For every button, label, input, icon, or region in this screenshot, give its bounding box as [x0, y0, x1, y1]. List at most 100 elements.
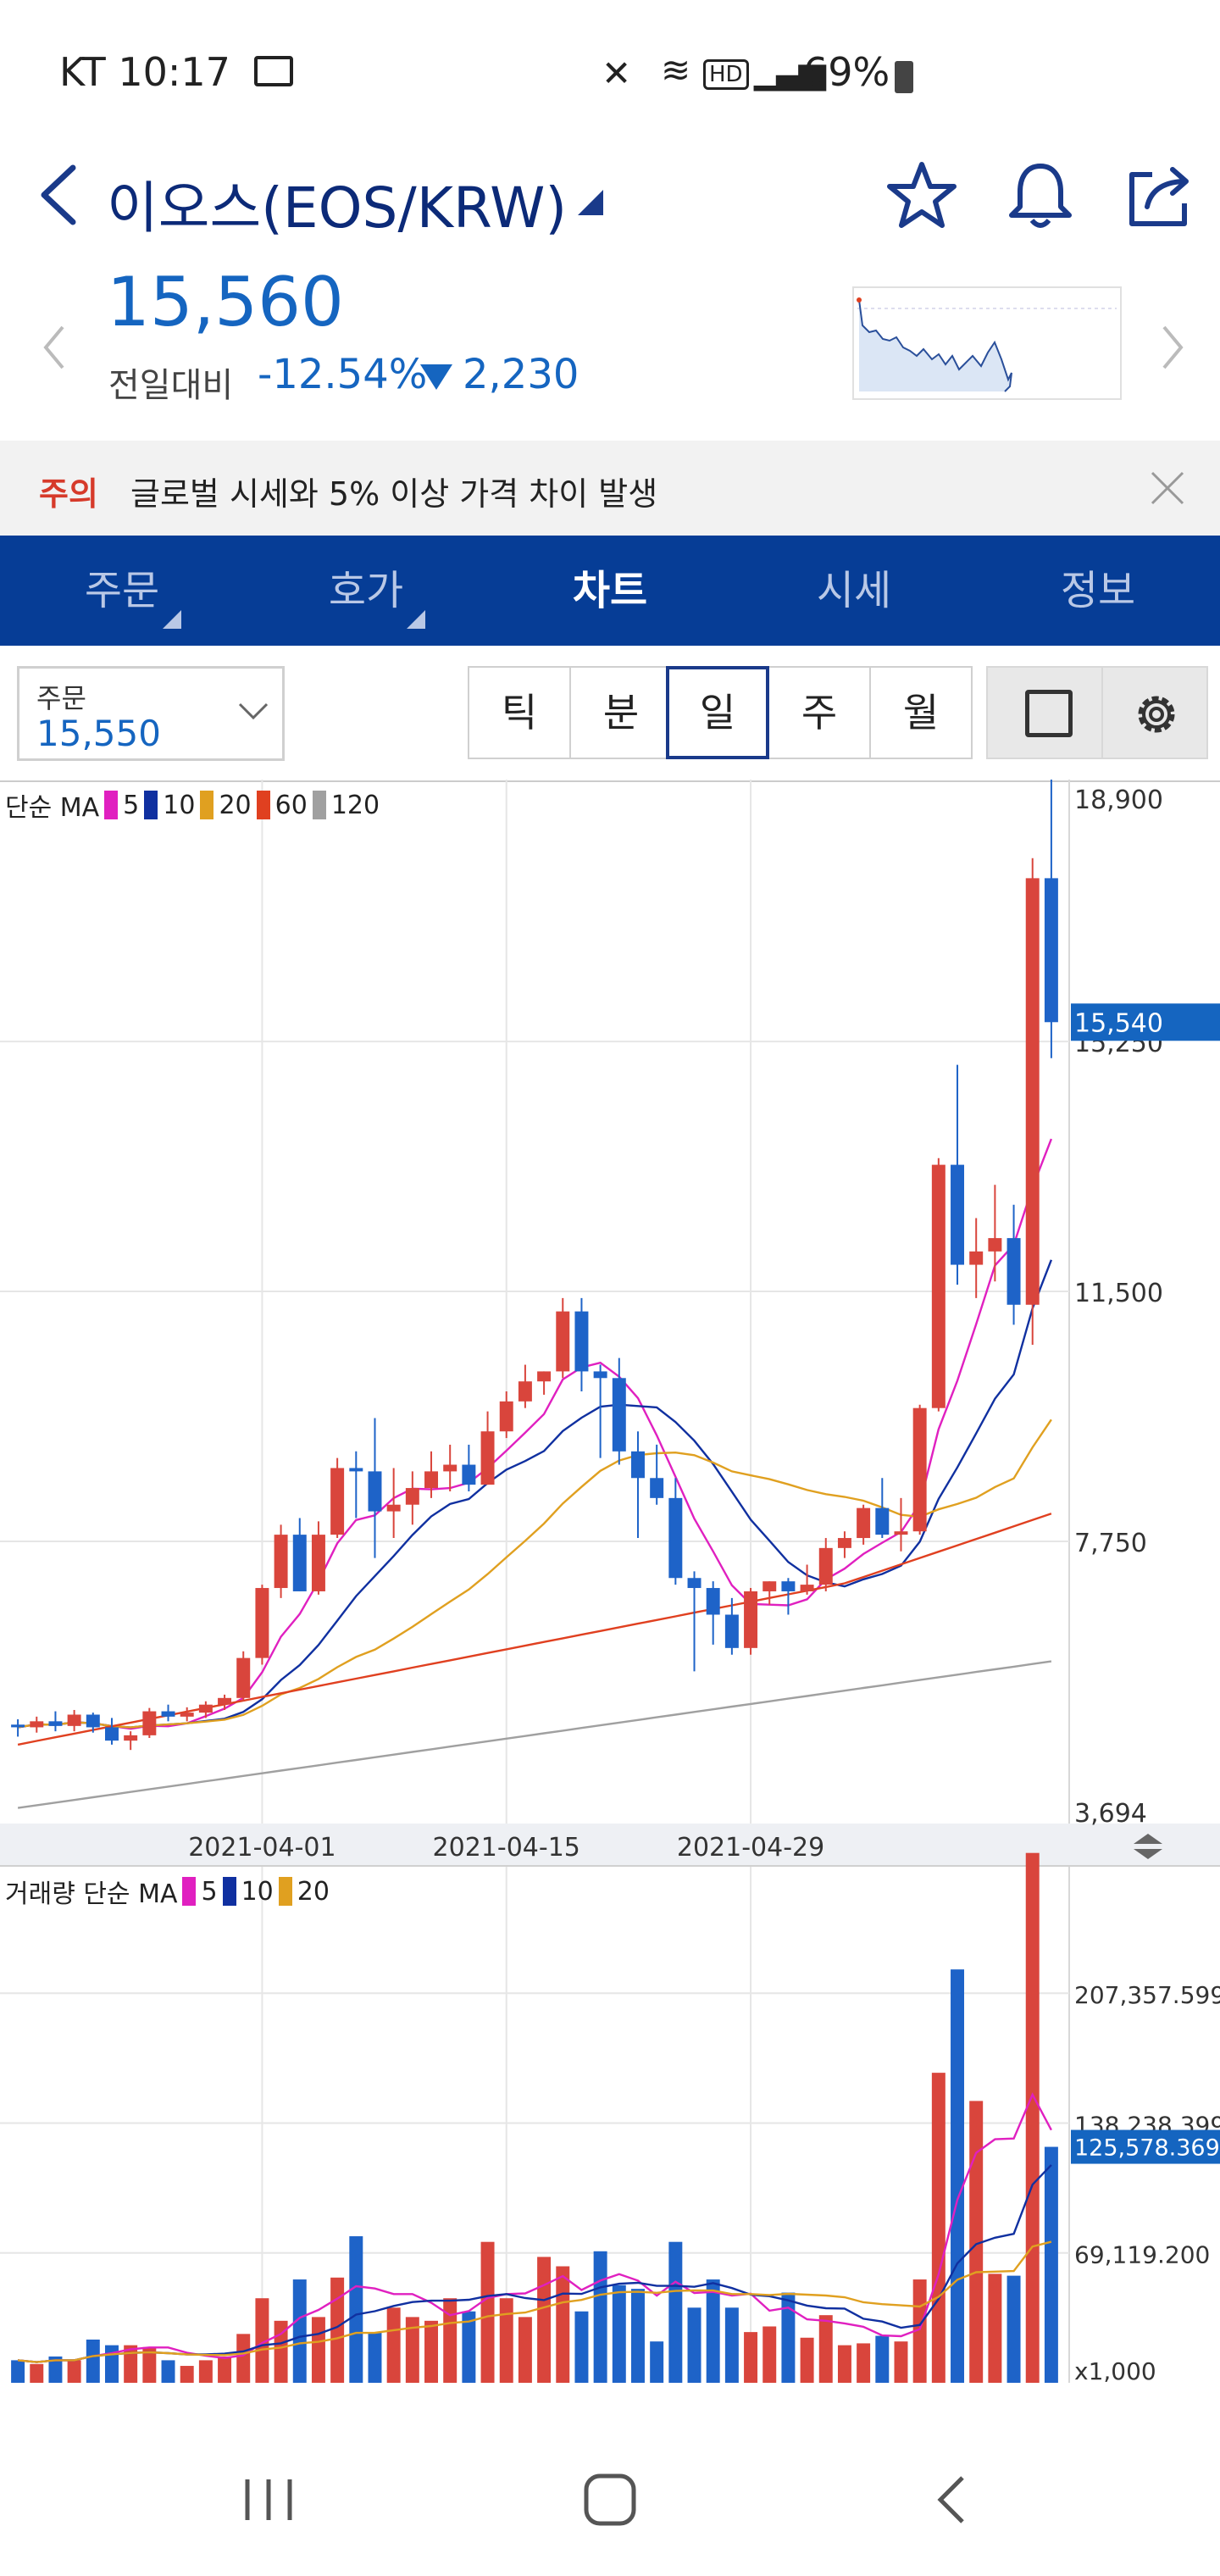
volume-bar: [443, 2298, 458, 2383]
volume-bar: [857, 2343, 871, 2383]
tab-order-corner-icon: [163, 610, 181, 629]
legend-ma10-label: 10: [163, 790, 196, 820]
volume-bar: [236, 2334, 251, 2383]
legend-ma60-label: 60: [274, 790, 308, 820]
candle-body: [969, 1251, 984, 1265]
period-month-button[interactable]: 월: [869, 666, 973, 759]
current-volume-marker: [1071, 2129, 1220, 2164]
candle-body: [161, 1711, 175, 1717]
period-minute-button[interactable]: 분: [569, 666, 673, 759]
volume-bar: [11, 2360, 25, 2383]
tab-quotes-label: 시세: [816, 567, 892, 614]
back-nav-icon[interactable]: [930, 2473, 973, 2527]
volume-bar: [124, 2345, 138, 2383]
tab-chart[interactable]: 차트: [488, 536, 732, 646]
volume-bar: [368, 2332, 382, 2383]
candle-body: [875, 1507, 890, 1535]
candle-body: [574, 1311, 589, 1372]
candle-body: [368, 1471, 382, 1512]
mini-chart-plot: [857, 297, 1117, 392]
tab-order[interactable]: 주문: [0, 536, 244, 646]
volume-bar: [650, 2341, 664, 2383]
volume-bar: [30, 2363, 44, 2383]
period-tick-button[interactable]: 틱: [468, 666, 571, 759]
vol-ma5-line: [17, 2092, 1052, 2363]
price-legend: 단순 MA 5 10 20 60 120: [5, 786, 380, 824]
candle-body: [762, 1581, 777, 1591]
volume-bar: [687, 2307, 702, 2383]
volume-bar: [292, 2279, 307, 2383]
tab-chart-label: 차트: [572, 567, 648, 614]
candle-body: [386, 1504, 401, 1512]
battery-icon: [895, 61, 913, 93]
candle-body: [1006, 1238, 1021, 1305]
system-nav-bar: [0, 2432, 1220, 2576]
period-day-button[interactable]: 일: [666, 666, 769, 759]
settings-button[interactable]: [1101, 666, 1208, 759]
chevron-down-icon: [238, 702, 269, 720]
candle-body: [480, 1431, 495, 1485]
volume-bar: [630, 2289, 645, 2383]
recent-apps-icon[interactable]: [239, 2474, 298, 2525]
chart-area[interactable]: 18,900 15,250 11,500 7,750 3,694 2021-04-01 20…: [0, 771, 1220, 2432]
tab-info[interactable]: 정보: [976, 536, 1220, 646]
candle-body: [255, 1588, 269, 1658]
down-triangle-icon: [420, 364, 452, 390]
caret-down-icon[interactable]: [576, 188, 607, 219]
home-icon[interactable]: [581, 2471, 639, 2529]
candle-body: [349, 1468, 363, 1472]
close-icon[interactable]: [1149, 469, 1186, 507]
next-coin-icon[interactable]: [1156, 322, 1190, 373]
candle-body: [706, 1588, 720, 1615]
candle-body: [86, 1714, 100, 1728]
legend-ma10-swatch: [144, 791, 158, 819]
vol-legend-ma5-label: 5: [201, 1876, 218, 1907]
prev-coin-icon[interactable]: [37, 322, 71, 373]
candle-body: [330, 1468, 345, 1535]
bell-icon[interactable]: [1005, 159, 1076, 230]
candle-body: [67, 1714, 81, 1726]
back-icon[interactable]: [34, 161, 85, 229]
x-tick-label: 2021-04-29: [677, 1833, 824, 1863]
legend-ma120-swatch: [312, 791, 326, 819]
tab-orderbook[interactable]: 호가: [244, 536, 488, 646]
volume-bar: [255, 2298, 269, 2383]
tab-orderbook-label: 호가: [328, 567, 404, 614]
legend-ma5-label: 5: [123, 790, 140, 820]
coin-title[interactable]: 이오스(EOS/KRW): [107, 175, 568, 241]
candle-body: [292, 1535, 307, 1591]
hd-icon: HD: [703, 59, 749, 90]
candle-body: [180, 1713, 194, 1717]
volume-tick-label: 69,119.200: [1074, 2241, 1210, 2269]
order-price-label: 주문: [36, 682, 86, 714]
candle-body: [612, 1378, 626, 1452]
volume-bar: [706, 2279, 720, 2383]
volume-bar: [311, 2317, 325, 2383]
status-time: KT 10:17: [59, 49, 230, 95]
volume-bar: [480, 2241, 495, 2383]
volume-bar: [499, 2298, 513, 2383]
volume-bar: [462, 2311, 476, 2383]
x-tick-label: 2021-04-15: [433, 1833, 580, 1863]
candle-body: [198, 1704, 213, 1713]
vol-legend-ma20-swatch: [278, 1877, 292, 1906]
volume-tick-label: x1,000: [1074, 2357, 1156, 2385]
tab-quotes[interactable]: 시세: [732, 536, 976, 646]
volume-bar: [762, 2326, 777, 2383]
pane-resize-icon[interactable]: [1127, 1830, 1169, 1864]
volume-bar: [931, 2073, 946, 2383]
favorite-star-icon[interactable]: [886, 159, 957, 230]
grid-layer: [0, 780, 1220, 2383]
order-price-select[interactable]: 주문 15,550: [17, 666, 285, 761]
volume-bar: [386, 2307, 401, 2383]
period-week-button[interactable]: 주: [768, 666, 871, 759]
header: 이오스(EOS/KRW) 15,560 전일대비 -12.54% 2,230: [0, 153, 1220, 441]
fullscreen-button[interactable]: [986, 666, 1108, 759]
vol-legend-ma10-swatch: [222, 1877, 236, 1906]
volume-bar: [180, 2366, 194, 2383]
chart-background: [0, 780, 1220, 2432]
mini-chart[interactable]: [852, 286, 1122, 400]
tab-order-label: 주문: [84, 567, 160, 614]
share-icon[interactable]: [1123, 159, 1195, 230]
